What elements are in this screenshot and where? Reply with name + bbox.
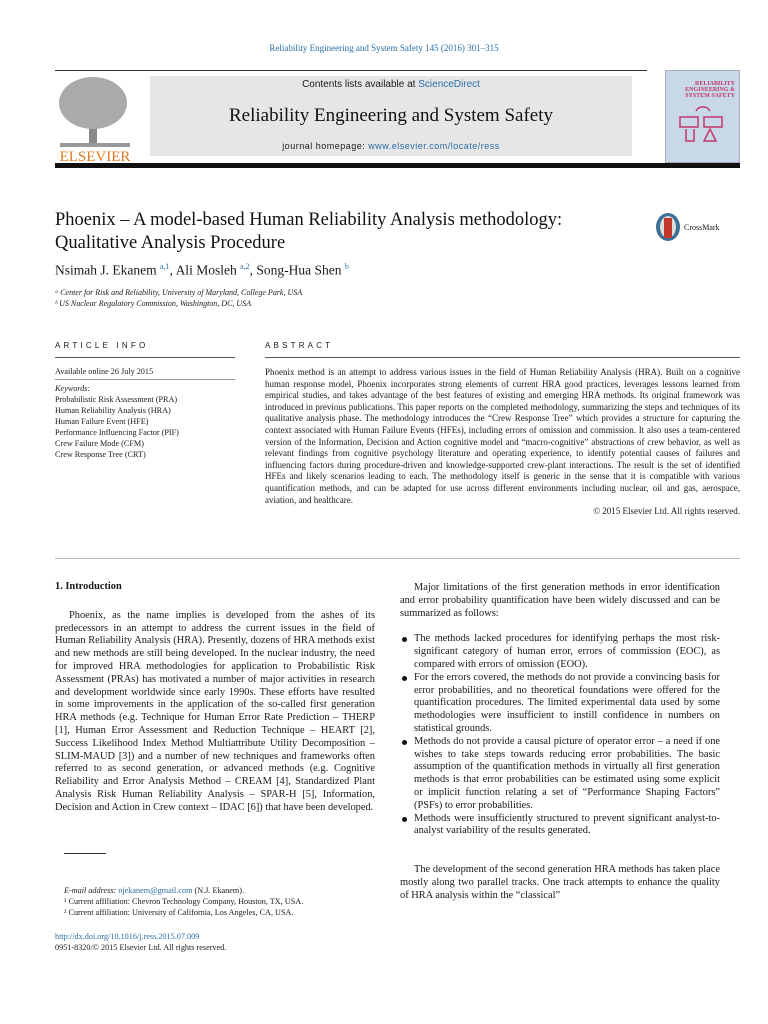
divider [55,357,235,358]
keyword: Performance Influencing Factor (PIF) [55,428,179,437]
footnotes: E-mail address: njekanem@gmail.com (N.J.… [64,885,374,918]
author-name[interactable]: Ali Mosleh [175,262,237,278]
abstract-copyright: © 2015 Elsevier Ltd. All rights reserved… [593,506,740,517]
doi-link[interactable]: http://dx.doi.org/10.1016/j.ress.2015.07… [55,932,200,941]
elsevier-logo: ELSEVIER [55,75,135,165]
right-column: Major limitations of the first generatio… [400,582,720,903]
cover-graphic-icon [679,106,723,142]
issn: 0951-8320/© 2015 Elsevier Ltd. All right… [55,943,227,952]
homepage-label: journal homepage: [282,141,369,151]
affiliation: ᵇ US Nuclear Regulatory Commission, Wash… [55,299,252,308]
keyword: Human Reliability Analysis (HRA) [55,406,171,415]
left-column: 1. Introduction Phoenix, as the name imp… [55,581,375,815]
list-item: For the errors covered, the methods do n… [400,672,720,736]
cover-title: RELIABILITY ENGINEERING & SYSTEM SAFETY [685,81,735,99]
crossmark-label: CrossMark [684,222,720,232]
crossmark-icon [656,213,680,241]
publisher-name: ELSEVIER [59,149,131,165]
footnote: ² Current affiliation: University of Cal… [64,908,294,917]
affiliation: ᵃ Center for Risk and Reliability, Unive… [55,288,303,297]
author-sup[interactable]: a,2 [240,262,250,271]
paragraph: Major limitations of the first generatio… [400,582,720,619]
author-list: Nsimah J. Ekanem a,1, Ali Mosleh a,2, So… [55,262,349,278]
tree-icon [59,77,130,147]
sciencedirect-link[interactable]: ScienceDirect [418,79,480,90]
journal-cover[interactable]: RELIABILITY ENGINEERING & SYSTEM SAFETY [665,70,740,163]
keywords: Keywords: Probabilistic Risk Assessment … [55,383,245,460]
footnote: ¹ Current affiliation: Chevron Technolog… [64,897,304,906]
divider [55,70,647,71]
doi-block: http://dx.doi.org/10.1016/j.ress.2015.07… [55,931,226,953]
keyword: Human Failure Event (HFE) [55,417,149,426]
abstract: Phoenix method is an attempt to address … [265,367,740,518]
divider [55,163,740,168]
abstract-text: Phoenix method is an attempt to address … [265,367,740,505]
journal-masthead: Contents lists available at ScienceDirec… [150,76,632,156]
homepage-link[interactable]: www.elsevier.com/locate/ress [368,141,500,151]
limitations-list: The methods lacked procedures for identi… [400,633,720,838]
divider [265,357,740,358]
crossmark-button[interactable]: CrossMark [655,212,720,242]
keywords-label: Keywords: [55,384,91,393]
divider [55,558,740,559]
keyword: Crew Failure Mode (CFM) [55,439,144,448]
keyword: Probabilistic Risk Assessment (PRA) [55,395,178,404]
abstract-heading: ABSTRACT [265,341,334,350]
email-suffix: (N.J. Ekanem). [192,886,245,895]
email-label: E-mail address: [64,886,119,895]
journal-reference[interactable]: Reliability Engineering and System Safet… [269,43,499,53]
article-info-heading: ARTICLE INFO [55,341,149,350]
article-title: Phoenix – A model-based Human Reliabilit… [55,210,563,253]
author-name[interactable]: Song-Hua Shen [256,262,342,278]
journal-title: Reliability Engineering and System Safet… [229,105,553,126]
available-online: Available online 26 July 2015 [55,367,154,376]
list-item: Methods were insufficiently structured t… [400,813,720,839]
paragraph: The development of the second generation… [400,864,720,901]
section-heading: 1. Introduction [55,581,122,592]
author-sup[interactable]: a,1 [159,262,170,271]
list-item: The methods lacked procedures for identi… [400,633,720,671]
divider [55,379,235,380]
list-item: Methods do not provide a causal picture … [400,736,720,813]
author-name[interactable]: Nsimah J. Ekanem [55,262,157,278]
footnote-divider [64,853,106,854]
email-link[interactable]: njekanem@gmail.com [118,886,193,895]
contents-label: Contents lists available at [302,79,419,90]
keyword: Crew Response Tree (CRT) [55,450,146,459]
paragraph: Phoenix, as the name implies is develope… [55,609,375,813]
author-sup[interactable]: b [344,262,349,271]
